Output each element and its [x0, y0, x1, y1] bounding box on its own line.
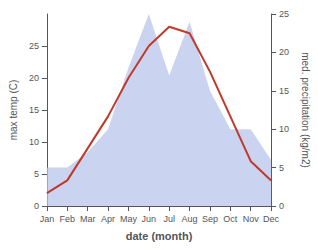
svg-text:May: May — [120, 214, 138, 224]
svg-text:Feb: Feb — [60, 214, 76, 224]
svg-text:Jul: Jul — [163, 214, 175, 224]
svg-text:Sep: Sep — [202, 214, 218, 224]
svg-text:0: 0 — [279, 201, 284, 211]
svg-text:Aug: Aug — [182, 214, 198, 224]
svg-text:15: 15 — [279, 86, 289, 96]
svg-text:max temp (C): max temp (C) — [8, 80, 19, 141]
svg-text:25: 25 — [279, 9, 289, 19]
svg-text:Apr: Apr — [101, 214, 115, 224]
svg-text:10: 10 — [279, 124, 289, 134]
svg-text:5: 5 — [279, 163, 284, 173]
svg-text:Dec: Dec — [263, 214, 280, 224]
svg-text:Nov: Nov — [243, 214, 260, 224]
svg-text:Jan: Jan — [40, 214, 55, 224]
svg-text:Mar: Mar — [80, 214, 96, 224]
svg-text:0: 0 — [34, 201, 39, 211]
svg-text:25: 25 — [29, 41, 39, 51]
svg-text:Jun: Jun — [142, 214, 157, 224]
svg-text:20: 20 — [29, 73, 39, 83]
svg-text:date (month): date (month) — [126, 230, 193, 242]
svg-text:15: 15 — [29, 105, 39, 115]
svg-text:5: 5 — [34, 169, 39, 179]
svg-text:Oct: Oct — [223, 214, 238, 224]
svg-text:10: 10 — [29, 137, 39, 147]
svg-text:med. precipitation (kg/m2): med. precipitation (kg/m2) — [300, 52, 311, 168]
svg-text:20: 20 — [279, 47, 289, 57]
